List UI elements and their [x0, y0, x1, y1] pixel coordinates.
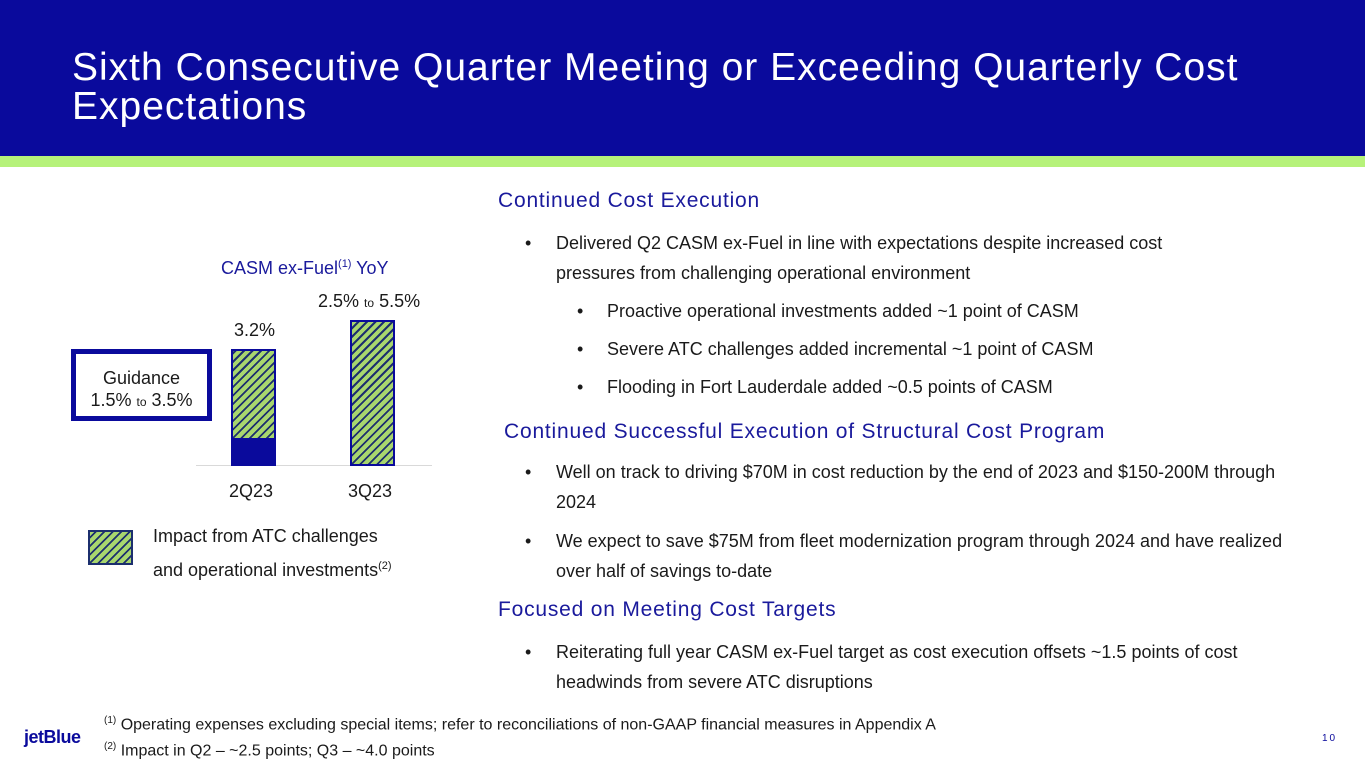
page-title: Sixth Consecutive Quarter Meeting or Exc… [72, 46, 1239, 128]
section-heading-structural-cost: Continued Successful Execution of Struct… [504, 420, 1106, 443]
subbullet-item: • Proactive operational investments added… [577, 301, 1079, 321]
chart-title: CASM ex-Fuel(1) YoY [221, 258, 389, 278]
category-label-2q23: 2Q23 [229, 481, 274, 501]
section-heading-cost-targets: Focused on Meeting Cost Targets [498, 598, 837, 621]
subbullet-item: • Flooding in Fort Lauderdale added ~0.5 … [577, 377, 1053, 397]
footnote-2: (2) Impact in Q2 – ~2.5 points; Q3 – ~4.… [104, 741, 435, 760]
footnotes: (1) Operating expenses excluding special… [104, 710, 936, 763]
header-stripe [0, 156, 1365, 167]
bullet-item: • Well on track to driving $70M in cost r… [525, 462, 1276, 512]
jetblue-logo: jetBlue [24, 727, 81, 747]
legend-label: Impact from ATC challenges and operation… [153, 526, 392, 580]
legend-swatch-hatched [88, 530, 133, 565]
bullet-item: • Delivered Q2 CASM ex-Fuel in line with … [525, 233, 1163, 283]
subbullet-item: • Severe ATC challenges added incremental… [577, 339, 1094, 359]
data-label-2q23: 3.2% [234, 320, 276, 340]
page-number: 10 [1322, 733, 1338, 744]
section-heading-cost-execution: Continued Cost Execution [498, 189, 761, 212]
header-banner [0, 0, 1365, 156]
guidance-heading: Guidance [102, 368, 181, 388]
footnote-1: (1) Operating expenses excluding special… [104, 715, 936, 734]
category-label-3q23: 3Q23 [348, 481, 393, 501]
data-label-3q23: 2.5% to 5.5% [318, 291, 421, 311]
bullet-item: • Reiterating full year CASM ex-Fuel targ… [525, 642, 1238, 692]
x-axis-line [196, 465, 432, 466]
bar-2q23-base [230, 440, 276, 466]
bar-2q23-atc-impact [230, 349, 276, 441]
bullet-item: • We expect to save $75M from fleet moder… [525, 531, 1283, 581]
bar-3q23-atc-impact [349, 320, 395, 466]
guidance-range: 1.5% to 3.5% [90, 390, 193, 410]
guidance-box: Guidance 1.5% to 3.5% [71, 349, 212, 421]
